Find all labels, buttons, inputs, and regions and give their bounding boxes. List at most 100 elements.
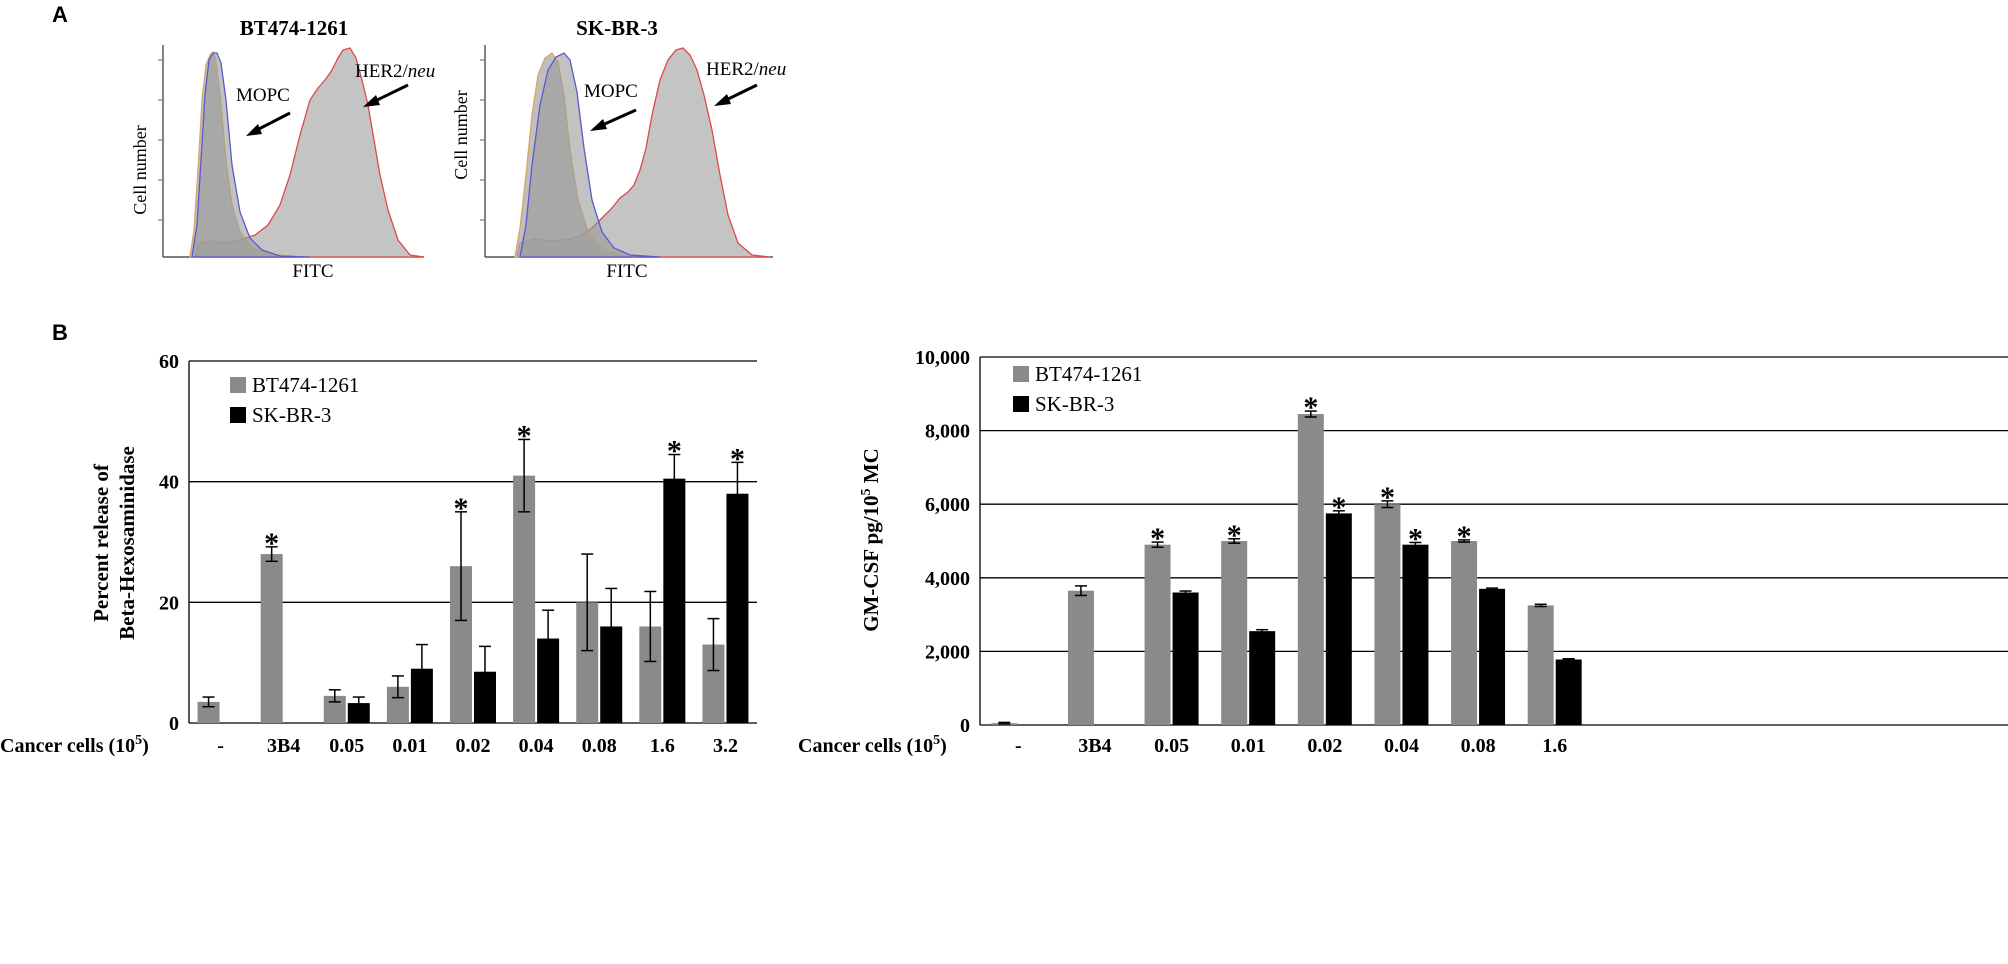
bar <box>1451 541 1478 725</box>
bar <box>1172 592 1199 725</box>
bar <box>1527 605 1554 725</box>
category-label: 3B4 <box>267 735 300 757</box>
bar <box>1402 544 1429 725</box>
x-axis-label: Cancer cells (105) <box>798 733 947 757</box>
bar <box>726 493 749 723</box>
histogram-skbr3: SK-BR-3 Cell number FITC MOPC HER2/neu <box>451 16 786 282</box>
y-axis-label: GM-CSF pg/105 MC <box>859 448 883 632</box>
bar <box>347 703 370 723</box>
mopc-histogram <box>519 52 661 258</box>
legend-label: BT474-1261 <box>252 373 359 397</box>
category-label: 1.6 <box>650 735 675 757</box>
mopc-histogram <box>191 52 311 258</box>
category-label: 0.08 <box>582 735 617 757</box>
significance-star: * <box>517 419 532 452</box>
bar <box>1374 504 1401 725</box>
bar <box>702 644 725 723</box>
bar <box>260 554 283 723</box>
bar <box>1325 513 1352 725</box>
category-label: 3B4 <box>1078 735 1111 757</box>
histogram-x-label: FITC <box>292 261 333 282</box>
bar <box>600 626 623 723</box>
category-label: 0.08 <box>1461 735 1496 757</box>
beta-hexosaminidase-chart: 0 20 40 60 * * * * * - 3B4 0.05 0.01 0.02 0.04 0.08 1.6 3… <box>0 351 757 757</box>
histogram-x-label: FITC <box>606 261 647 282</box>
bar <box>537 638 560 723</box>
bar <box>450 566 472 723</box>
category-label: 0.04 <box>1384 735 1419 757</box>
bar <box>1555 659 1582 725</box>
mopc-arrow-head <box>246 124 262 136</box>
category-label: 0.01 <box>392 735 427 757</box>
mopc-label: MOPC <box>584 81 638 102</box>
y-tick-label: 10,000 <box>915 347 970 369</box>
y-tick-label: 60 <box>159 351 179 373</box>
bar <box>386 686 409 723</box>
significance-star: * <box>1331 491 1346 524</box>
mopc-label: MOPC <box>236 85 290 106</box>
significance-star: * <box>1303 391 1318 424</box>
significance-star: * <box>454 492 469 525</box>
y-tick-label: 0 <box>169 713 179 735</box>
category-label: - <box>1015 735 1022 757</box>
y-tick-label: 20 <box>159 592 179 614</box>
y-tick-label: 2,000 <box>925 641 970 663</box>
category-label: - <box>217 735 224 757</box>
her2-label: HER2/neu <box>706 59 786 80</box>
significance-star: * <box>264 527 279 560</box>
histogram-title: SK-BR-3 <box>576 16 658 40</box>
category-label: 0.02 <box>456 735 491 757</box>
bar <box>1144 544 1171 725</box>
bar <box>1479 588 1506 725</box>
legend-swatch <box>1013 366 1029 382</box>
her2-arrow-head <box>714 94 731 106</box>
y-tick-label: 4,000 <box>925 568 970 590</box>
histogram-title: BT474-1261 <box>240 16 349 40</box>
panel-a-letter: A <box>52 2 68 27</box>
bar <box>323 695 346 723</box>
bar <box>663 478 686 723</box>
significance-star: * <box>1408 522 1423 555</box>
bar <box>1221 541 1248 725</box>
significance-star: * <box>1150 522 1165 555</box>
category-label: 0.05 <box>1154 735 1189 757</box>
legend-swatch <box>230 407 246 423</box>
histogram-y-label: Cell number <box>451 90 471 179</box>
significance-star: * <box>730 442 745 475</box>
histogram-y-label: Cell number <box>130 125 150 214</box>
y-tick-label: 0 <box>960 715 970 737</box>
her2-label: HER2/neu <box>355 61 435 82</box>
category-label: 0.05 <box>329 735 364 757</box>
category-label: 3.2 <box>713 735 738 757</box>
category-label: 0.01 <box>1231 735 1266 757</box>
bar <box>1067 590 1094 725</box>
histogram-y-ticks <box>480 59 485 221</box>
x-axis-label: Cancer cells (105) <box>0 733 149 757</box>
y-axis-label-line-1: Percent release of <box>89 463 113 622</box>
bar <box>576 602 599 723</box>
category-label: 1.6 <box>1542 735 1567 757</box>
category-label: 0.04 <box>519 735 554 757</box>
legend-swatch <box>1013 396 1029 412</box>
legend-swatch <box>230 377 246 393</box>
bar <box>410 668 433 723</box>
y-tick-label: 8,000 <box>925 421 970 443</box>
category-label: 0.02 <box>1307 735 1342 757</box>
mopc-arrow-head <box>590 119 607 131</box>
bar <box>1249 631 1276 725</box>
bar <box>639 626 662 723</box>
her2-arrow-head <box>363 95 380 107</box>
legend-label: SK-BR-3 <box>252 403 331 427</box>
panel-b-letter: B <box>52 320 68 345</box>
y-tick-label: 40 <box>159 472 179 494</box>
histogram-y-ticks <box>158 59 163 221</box>
bar <box>1297 414 1324 725</box>
bar <box>513 475 536 723</box>
significance-star: * <box>667 435 682 468</box>
significance-star: * <box>1380 481 1395 514</box>
histogram-bt474: BT474-1261 Cell number FITC MOPC HER2/ne… <box>130 16 435 282</box>
y-tick-label: 6,000 <box>925 494 970 516</box>
significance-star: * <box>1457 520 1472 553</box>
legend-label: SK-BR-3 <box>1035 392 1114 416</box>
